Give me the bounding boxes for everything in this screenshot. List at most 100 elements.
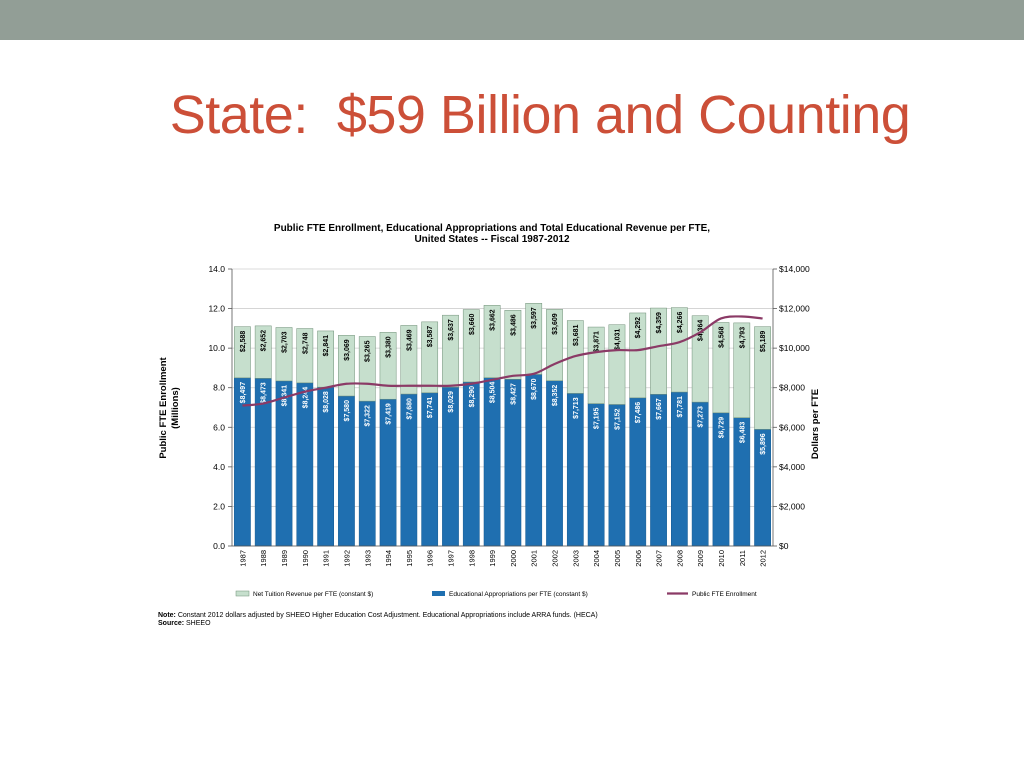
data-label-appropriations: $7,273	[698, 406, 705, 428]
x-tick-label: 1996	[426, 550, 435, 567]
bar-tuition	[254, 325, 272, 379]
bar-tuition	[650, 307, 667, 395]
x-tick-label: 1995	[405, 550, 414, 567]
y2-tick-label: $14,000	[779, 264, 810, 274]
data-label-tuition: $3,265	[365, 340, 372, 362]
x-tick-label: 1997	[446, 550, 455, 567]
y2-tick-label: $12,000	[779, 304, 810, 314]
bar-labels: $8,497 $2,588 $8,473 $2,652 $8,341 $2,703 $8,2…	[240, 307, 767, 455]
bar-tuition	[234, 326, 251, 379]
data-label-appropriations: $8,352	[552, 385, 559, 407]
x-tick-label: 1993	[363, 550, 372, 567]
bar-tuition	[421, 321, 439, 394]
x-tick-label: 1999	[488, 550, 497, 567]
data-label-tuition: $4,793	[739, 327, 746, 349]
bar-tuition	[504, 310, 522, 380]
y-tick-label: 10.0	[208, 343, 225, 353]
x-tick-label: 2000	[509, 550, 518, 567]
legend-swatch-tuition	[235, 590, 250, 597]
data-label-tuition: $3,681	[573, 324, 580, 346]
x-tick-label: 2006	[634, 550, 643, 567]
data-label-tuition: $2,841	[323, 335, 330, 357]
bar-tuition	[629, 312, 647, 399]
y2-tick-label: $10,000	[779, 343, 810, 353]
data-label-appropriations: $7,195	[594, 408, 601, 430]
data-label-appropriations: $8,341	[282, 385, 289, 407]
legend-swatch-appropriations	[432, 591, 445, 596]
data-label-appropriations: $8,473	[261, 382, 268, 404]
bar-tuition	[483, 305, 501, 378]
source-line: Source: SHEEO	[158, 620, 598, 628]
x-tick-label: 2012	[759, 550, 768, 567]
bar-tuition	[338, 335, 355, 397]
y2-tick-label: $6,000	[779, 422, 805, 432]
source-text: SHEEO	[186, 620, 211, 627]
data-label-appropriations: $8,028	[323, 391, 330, 413]
data-label-tuition: $3,637	[448, 319, 455, 341]
data-label-appropriations: $8,244	[302, 387, 309, 409]
x-tick-label: 2007	[655, 550, 664, 567]
data-label-tuition: $3,609	[552, 313, 559, 335]
bars	[234, 303, 771, 547]
x-tick-label: 1988	[259, 550, 268, 567]
x-tick-label: 2011	[738, 550, 747, 566]
legend-label-tuition: Net Tuition Revenue per FTE (constant $)	[253, 591, 373, 598]
data-label-tuition: $3,660	[469, 313, 476, 335]
data-label-tuition: $3,871	[594, 331, 601, 353]
x-tick-label: 1994	[384, 550, 393, 567]
data-label-appropriations: $7,152	[614, 408, 621, 430]
y-tick-label: 14.0	[208, 264, 225, 274]
y2-axis-label: Dollars per FTE	[810, 389, 821, 459]
x-tick-label: 2010	[717, 550, 726, 567]
enrollment-line-path	[242, 315, 763, 407]
data-label-tuition: $4,292	[635, 317, 642, 339]
data-label-appropriations: $7,741	[427, 397, 434, 419]
data-label-appropriations: $5,896	[760, 433, 767, 455]
data-label-appropriations: $8,670	[531, 378, 538, 400]
x-tick-label: 2001	[530, 550, 539, 567]
y-axis-label: (Millions)	[170, 387, 181, 429]
bar-tuition	[296, 328, 314, 384]
bar-tuition	[379, 332, 397, 400]
bar-tuition	[691, 315, 709, 403]
x-tick-label: 2009	[696, 550, 705, 567]
y2-tick-label: $0	[779, 541, 789, 551]
data-label-appropriations: $7,486	[635, 402, 642, 424]
bar-tuition	[754, 326, 771, 430]
axes	[228, 268, 777, 547]
enrollment-line	[242, 315, 763, 407]
x-tick-label: 2005	[613, 550, 622, 567]
x-tick-label: 1987	[238, 550, 247, 567]
y-tick-label: 8.0	[213, 383, 225, 393]
x-tick-label: 2003	[571, 550, 580, 567]
x-tick-label: 2004	[592, 550, 601, 567]
data-label-tuition: $3,662	[490, 309, 497, 331]
x-tick-label: 1990	[301, 550, 310, 567]
data-label-appropriations: $7,680	[406, 398, 413, 420]
x-tick-label: 2002	[551, 550, 560, 567]
data-label-appropriations: $7,781	[677, 396, 684, 418]
slide-title: State: $59 Billion and Counting	[169, 85, 911, 145]
y-tick-label: 0.0	[213, 541, 225, 551]
chart-title-line: United States -- Fiscal 1987-2012	[414, 234, 570, 245]
data-label-tuition: $3,587	[427, 326, 434, 348]
top-band	[0, 0, 1024, 40]
y-tick-label: 6.0	[213, 422, 225, 432]
source-label: Source:	[158, 620, 185, 627]
chart-notes: Note: Constant 2012 dollars adjusted by …	[158, 612, 598, 628]
data-label-appropriations: $7,667	[656, 398, 663, 420]
y2-tick-label: $2,000	[779, 501, 805, 511]
data-label-tuition: $3,380	[386, 336, 393, 358]
y-axis-label: Public FTE Enrollment	[158, 356, 169, 458]
data-label-tuition: $2,748	[302, 332, 309, 354]
x-tick-label: 1992	[342, 550, 351, 567]
data-label-appropriations: $6,483	[739, 422, 746, 444]
data-label-appropriations: $8,290	[469, 386, 476, 408]
data-label-appropriations: $8,427	[510, 383, 517, 405]
data-label-appropriations: $8,497	[240, 382, 247, 404]
data-label-tuition: $2,652	[261, 330, 268, 352]
data-label-tuition: $4,266	[677, 312, 684, 334]
note-text: Constant 2012 dollars adjusted by SHEEO …	[177, 612, 598, 619]
x-tick-label: 1998	[467, 550, 476, 567]
